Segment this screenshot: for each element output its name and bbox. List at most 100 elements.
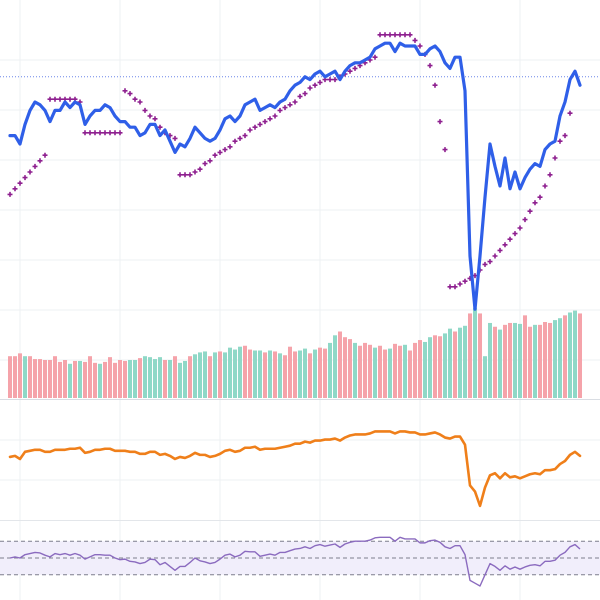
volume-bar [138,358,142,398]
volume-bar [413,342,417,398]
volume-bar [388,348,392,398]
volume-bar [498,329,502,398]
psar-marker [127,91,133,97]
volume-bar [288,346,292,398]
psar-marker [517,225,523,231]
psar-marker [257,121,263,127]
psar-marker [497,247,503,253]
psar-marker [392,32,398,38]
volume-bar [163,360,167,398]
volume-bar [563,315,567,398]
volume-bar [328,342,332,398]
volume-bar [193,354,197,398]
psar-marker [107,130,113,136]
volume-bar [348,339,352,398]
psar-marker [132,96,138,102]
volume-bar [208,356,212,398]
psar-marker [112,130,118,136]
volume-bar [358,345,362,398]
psar-marker [237,135,243,141]
psar-marker [17,180,23,186]
psar-marker [462,278,468,284]
volume-bar [113,362,117,398]
psar-marker [442,147,448,153]
psar-marker [532,200,538,206]
psar-marker [297,93,303,99]
psar-marker [352,65,358,71]
indicator-line [8,430,582,508]
psar-marker [372,54,378,60]
volume-bar [123,360,127,398]
volume-bar [463,325,467,398]
psar-marker [12,186,18,192]
psar-marker [227,144,233,150]
volume-bar [23,356,27,398]
price-series [8,41,582,311]
volume-bars [8,307,582,398]
volume-bar [133,360,137,398]
volume-bar [468,313,472,398]
oscillator-line [9,536,581,587]
volume-bar [458,327,462,398]
volume-bar [203,351,207,398]
psar-marker [402,32,408,38]
volume-bar [118,360,122,398]
volume-bar [108,357,112,398]
psar-marker [182,172,188,178]
psar-marker [527,208,533,214]
volume-bar [153,359,157,398]
volume-bar [523,315,527,398]
volume-bar [218,351,222,398]
psar-marker [247,127,253,133]
volume-bar [438,336,442,398]
indicator-series [8,430,582,508]
volume-bar [318,347,322,398]
volume-bar [273,351,277,398]
psar-marker [417,43,423,49]
volume-bar [228,347,232,398]
psar-marker [277,107,283,113]
psar-marker [522,217,528,223]
psar-marker [27,169,33,175]
psar-marker [387,32,393,38]
psar-marker [222,147,228,153]
psar-marker [97,130,103,136]
volume-bar [258,350,262,398]
volume-bar [38,359,42,398]
volume-bar [398,345,402,398]
psar-marker [292,99,298,105]
psar-marker [232,138,238,144]
psar-marker [142,107,148,113]
volume-bar [323,348,327,398]
psar-marker [192,169,198,175]
volume-bar [308,353,312,398]
volume-bar [183,360,187,398]
psar-marker [212,152,218,158]
psar-marker [502,242,508,248]
volume-bar [28,356,32,398]
volume-bar [13,356,17,398]
volume-bar [63,360,67,398]
psar-marker [187,172,193,178]
volume-bar [528,326,532,398]
volume-bar [128,360,132,398]
psar-marker [482,261,488,267]
volume-bar [48,360,52,398]
volume-bar [513,322,517,398]
volume-bar [168,360,172,398]
psar-marker [157,124,163,130]
psar-marker [207,158,213,164]
psar-marker [452,284,458,290]
psar-marker [152,116,158,122]
volume-bar [373,347,377,398]
psar-marker [177,172,183,178]
volume-bar [43,360,47,398]
psar-marker [87,130,93,136]
volume-bar [83,361,87,398]
psar-marker [147,113,153,119]
volume-bar [423,341,427,398]
psar-marker [7,191,13,197]
psar-marker [382,32,388,38]
psar-marker [487,259,493,265]
psar-marker [32,163,38,169]
